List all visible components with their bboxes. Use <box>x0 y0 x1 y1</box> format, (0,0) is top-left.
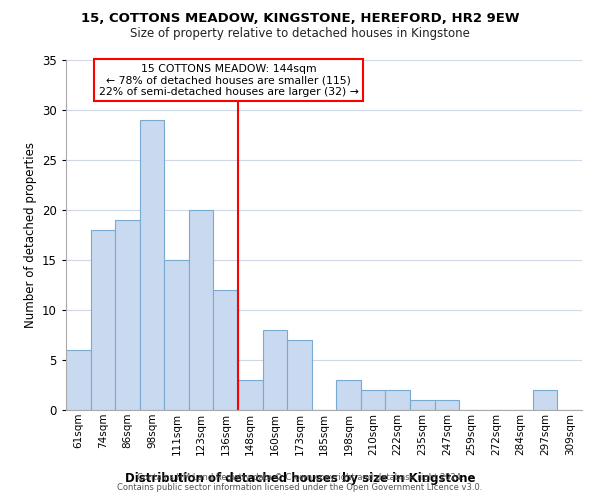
Y-axis label: Number of detached properties: Number of detached properties <box>23 142 37 328</box>
Bar <box>140 120 164 410</box>
Bar <box>238 380 263 410</box>
Text: Distribution of detached houses by size in Kingstone: Distribution of detached houses by size … <box>125 472 475 485</box>
Bar <box>214 290 238 410</box>
Bar <box>533 390 557 410</box>
Bar <box>189 210 214 410</box>
Text: Contains HM Land Registry data © Crown copyright and database right 2024.
Contai: Contains HM Land Registry data © Crown c… <box>118 473 482 492</box>
Bar <box>287 340 312 410</box>
Text: Size of property relative to detached houses in Kingstone: Size of property relative to detached ho… <box>130 28 470 40</box>
Bar <box>263 330 287 410</box>
Bar <box>91 230 115 410</box>
Text: 15, COTTONS MEADOW, KINGSTONE, HEREFORD, HR2 9EW: 15, COTTONS MEADOW, KINGSTONE, HEREFORD,… <box>81 12 519 26</box>
Bar <box>115 220 140 410</box>
Bar <box>385 390 410 410</box>
Bar <box>164 260 189 410</box>
Bar <box>361 390 385 410</box>
Bar <box>336 380 361 410</box>
Bar <box>434 400 459 410</box>
Text: 15 COTTONS MEADOW: 144sqm
← 78% of detached houses are smaller (115)
22% of semi: 15 COTTONS MEADOW: 144sqm ← 78% of detac… <box>98 64 358 96</box>
Bar <box>410 400 434 410</box>
Bar <box>66 350 91 410</box>
